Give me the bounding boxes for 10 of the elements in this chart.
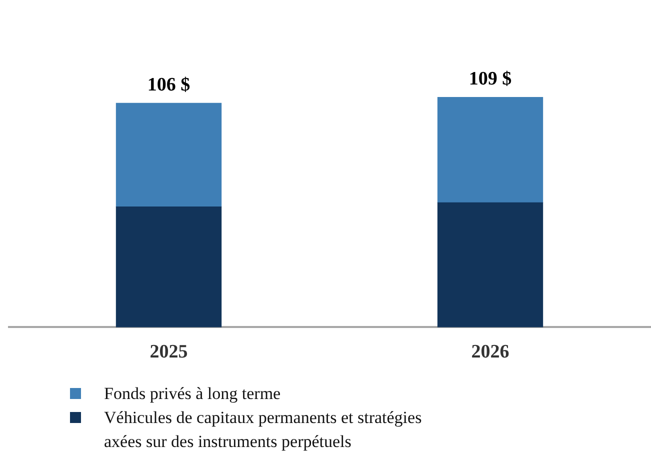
- bar: [437, 97, 544, 203]
- x-tick-label: 2026: [471, 342, 510, 363]
- x-tick-label: 2025: [150, 342, 188, 363]
- legend-label: Fonds privés à long terme: [104, 383, 281, 405]
- bar: [437, 202, 544, 328]
- bar: [116, 206, 222, 328]
- legend-label: Véhicules de capitaux permanents et stratégies axées sur des instruments perpétuels: [104, 407, 423, 453]
- bar: [116, 102, 222, 208]
- annotation: 109 $: [468, 68, 512, 90]
- annotation: 106 $: [147, 74, 190, 96]
